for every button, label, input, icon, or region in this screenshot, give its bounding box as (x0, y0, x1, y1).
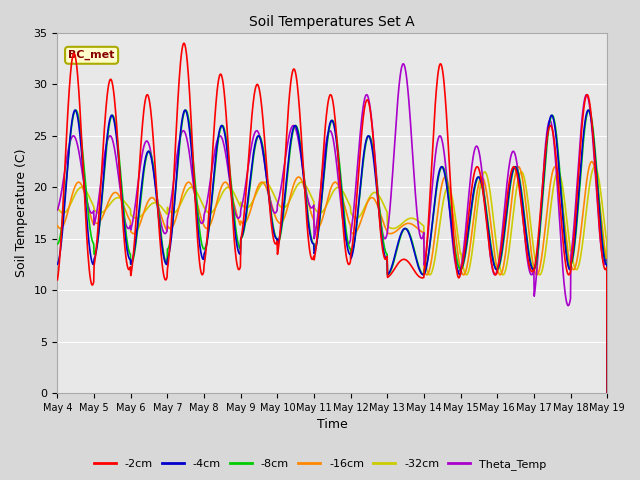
-16cm (604, 390, 611, 396)
-32cm (176, 203, 184, 209)
-16cm (490, 242, 497, 248)
-4cm (181, 107, 189, 113)
Theta_Temp (538, 186, 546, 192)
-8cm (237, 235, 245, 241)
-32cm (591, 164, 598, 169)
-16cm (588, 159, 596, 165)
-16cm (237, 219, 245, 225)
-32cm (54, 204, 61, 210)
-2cm (163, 276, 170, 282)
Line: Theta_Temp: Theta_Temp (58, 64, 607, 393)
Theta_Temp (163, 229, 170, 235)
-16cm (176, 202, 184, 207)
-8cm (490, 259, 497, 264)
Theta_Temp (604, 390, 611, 396)
Line: -2cm: -2cm (58, 43, 607, 393)
-2cm (418, 275, 426, 281)
-8cm (538, 200, 546, 206)
-2cm (604, 390, 611, 396)
-8cm (54, 241, 61, 247)
-2cm (54, 277, 61, 283)
Theta_Temp (418, 236, 426, 241)
-2cm (180, 40, 188, 46)
-32cm (490, 216, 497, 221)
-2cm (237, 233, 245, 239)
X-axis label: Time: Time (317, 419, 348, 432)
-4cm (54, 261, 61, 267)
-8cm (176, 137, 184, 143)
-4cm (176, 137, 184, 143)
Theta_Temp (237, 205, 245, 211)
Line: -8cm: -8cm (58, 110, 607, 393)
-16cm (54, 223, 61, 228)
Line: -16cm: -16cm (58, 162, 607, 393)
-32cm (418, 221, 426, 227)
-32cm (237, 200, 245, 206)
-4cm (538, 192, 546, 198)
-8cm (163, 261, 170, 267)
-16cm (418, 229, 426, 235)
-4cm (237, 234, 245, 240)
Title: Soil Temperatures Set A: Soil Temperatures Set A (250, 15, 415, 29)
-32cm (163, 211, 170, 216)
-2cm (538, 185, 546, 191)
-4cm (163, 262, 170, 267)
Text: BC_met: BC_met (68, 50, 115, 60)
Legend: -2cm, -4cm, -8cm, -16cm, -32cm, Theta_Temp: -2cm, -4cm, -8cm, -16cm, -32cm, Theta_Te… (89, 455, 551, 474)
Theta_Temp (54, 207, 61, 213)
-8cm (604, 390, 611, 396)
Theta_Temp (490, 271, 497, 276)
Theta_Temp (399, 61, 407, 67)
-16cm (538, 253, 546, 259)
Line: -4cm: -4cm (58, 110, 607, 393)
Theta_Temp (176, 137, 184, 143)
Line: -32cm: -32cm (58, 167, 607, 393)
-4cm (490, 261, 497, 267)
-32cm (604, 390, 611, 396)
-32cm (538, 268, 546, 274)
-8cm (418, 271, 426, 276)
-4cm (604, 390, 611, 396)
-4cm (418, 271, 426, 277)
-2cm (490, 269, 497, 275)
-8cm (72, 107, 79, 113)
-2cm (176, 70, 184, 76)
Y-axis label: Soil Temperature (C): Soil Temperature (C) (15, 149, 28, 277)
-16cm (163, 227, 170, 232)
